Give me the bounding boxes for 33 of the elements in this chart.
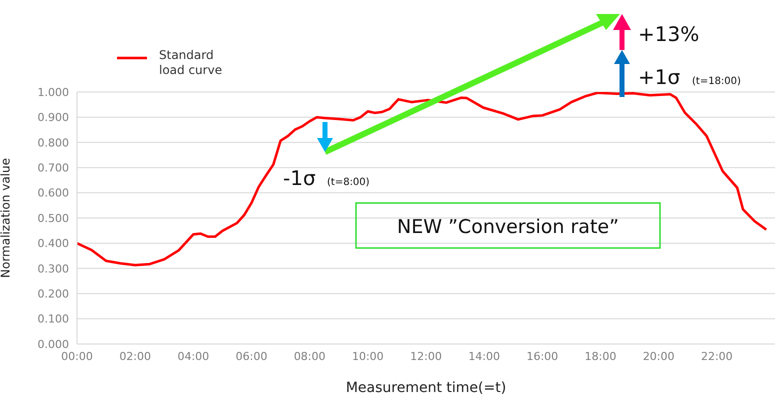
text: +1σ xyxy=(638,65,680,89)
y-tick-label: 0.700 xyxy=(38,162,69,175)
annotation: (t=8:00) xyxy=(327,177,370,188)
y-tick-label: 0.900 xyxy=(38,111,69,124)
y-tick-label: 0.600 xyxy=(38,186,69,200)
x-tick-label: 08:00 xyxy=(294,350,326,363)
x-tick-label: 00:00 xyxy=(61,350,93,363)
x-tick-label: 02:00 xyxy=(119,350,152,363)
text: (t=18:00) xyxy=(692,76,742,87)
y-axis-title: Normalization value xyxy=(0,158,12,278)
x-tick-label: 12:00 xyxy=(410,350,442,363)
y-tick-label: 0.100 xyxy=(38,312,69,326)
y-tick-label: 0.800 xyxy=(38,136,69,150)
x-axis-title: Measurement time(=t) xyxy=(346,380,506,396)
y-tick-label: 1.000 xyxy=(38,86,69,99)
x-tick-label: 16:00 xyxy=(526,350,558,363)
line-series xyxy=(77,92,768,266)
y-tick-label: 0.500 xyxy=(38,212,69,225)
text: +13% xyxy=(638,22,700,46)
x-tick-label: 06:00 xyxy=(236,350,268,363)
y-tick-label: 0.000 xyxy=(38,338,69,351)
y-tick-label: 0.200 xyxy=(38,288,69,301)
legend-label: Standard load curve xyxy=(159,48,224,78)
x-tick-label: 22:00 xyxy=(700,350,733,363)
y-tick-label: 0.300 xyxy=(38,262,69,276)
x-tick-label: 10:00 xyxy=(352,350,384,363)
x-tick-label: 14:00 xyxy=(468,350,500,363)
annotation: -1σ xyxy=(283,166,316,190)
x-tick-label: 04:00 xyxy=(177,350,210,363)
annotation: NEW ”Conversion rate” xyxy=(397,216,619,238)
x-tick-label: 18:00 xyxy=(584,350,616,363)
y-tick-label: 0.400 xyxy=(38,237,69,250)
x-tick-label: 20:00 xyxy=(642,350,675,363)
